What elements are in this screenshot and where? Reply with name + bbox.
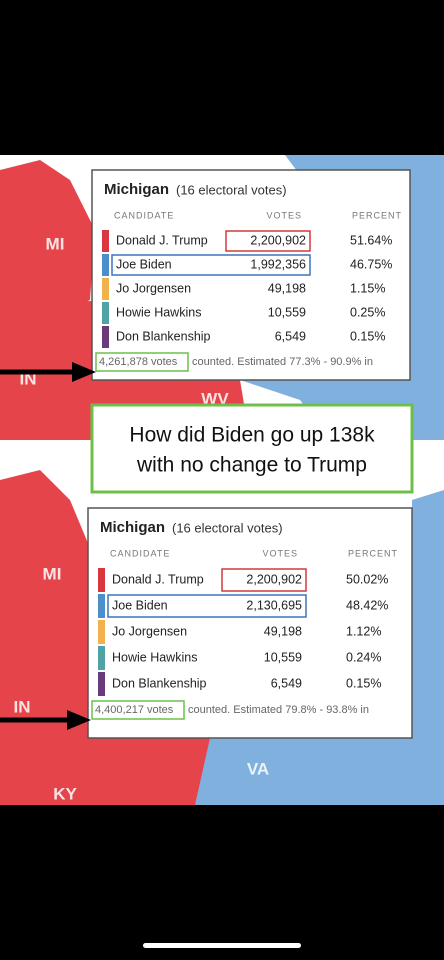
caption-box [90,403,414,494]
votes: 2,200,902 [246,572,302,586]
results-table: Michigan (16 electoral votes) CANDIDATE VOT… [87,507,413,739]
map-label: MI [43,564,62,583]
caption: with no change to Trump [136,454,367,477]
percent: 1.12% [346,624,381,638]
map-top [0,155,444,440]
candidate-name: Howie Hawkins [112,650,197,664]
percent: 46.75% [350,257,392,271]
highlight [111,254,311,276]
votes: 2,200,902 [250,233,306,247]
map-region [0,160,95,320]
column-header: PERCENT [348,548,398,558]
candidate-color [102,302,109,324]
candidate-color [102,254,109,276]
total-votes: 4,400,217 votes [95,704,174,716]
results-table: Michigan (16 electoral votes) CANDIDATE VOT… [91,169,411,381]
candidate-name: Donald J. Trump [112,572,204,586]
candidate-name: Don Blankenship [112,676,207,690]
votes: 1,992,356 [250,257,306,271]
map-region [100,738,210,805]
votes: 2,130,695 [246,598,302,612]
map-label: MI [46,234,65,253]
votes: 6,549 [271,676,302,690]
percent: 0.24% [346,650,381,664]
percent: 1.15% [350,281,385,295]
candidate-color [98,568,105,592]
map-label: KY [53,784,77,803]
state-title: Michigan [100,519,165,536]
votes: 49,198 [264,624,302,638]
highlight [91,700,185,720]
column-header: VOTES [266,210,302,220]
column-header: PERCENT [352,210,402,220]
candidate-color [98,594,105,618]
percent: 0.25% [350,305,385,319]
table-box [87,507,413,739]
column-header: VOTES [262,548,298,558]
candidate-color [102,230,109,252]
highlight [221,568,307,592]
percent: 0.15% [346,676,381,690]
map-region [412,490,444,738]
map-region [195,738,444,805]
votes: 49,198 [268,281,306,295]
state-title: Michigan [104,181,169,198]
caption: How did Biden go up 138k [129,424,375,447]
candidate-color [102,278,109,300]
map-label: IN [14,697,31,716]
candidate-color [102,326,109,348]
percent: 48.42% [346,598,388,612]
footer: counted. Estimated 77.3% - 90.9% in [192,356,373,368]
votes: 10,559 [264,650,302,664]
subtitle: (16 electoral votes) [176,182,287,197]
percent: 0.15% [350,329,385,343]
map-label: VA [247,759,269,778]
highlight [225,230,311,252]
candidate-color [98,646,105,670]
votes: 10,559 [268,305,306,319]
candidate-name: Jo Jorgensen [112,624,187,638]
subtitle: (16 electoral votes) [172,520,283,535]
arrows [0,362,96,730]
candidate-name: Howie Hawkins [116,305,201,319]
highlight [107,594,307,618]
percent: 51.64% [350,233,392,247]
votes: 6,549 [275,329,306,343]
candidate-name: Donald J. Trump [116,233,208,247]
highlight [95,352,189,372]
footer: counted. Estimated 79.8% - 93.8% in [188,704,369,716]
candidate-name: Jo Jorgensen [116,281,191,295]
candidate-color [98,620,105,644]
map-region [240,155,444,440]
column-header: CANDIDATE [114,210,174,220]
candidate-name: Don Blankenship [116,329,211,343]
column-header: CANDIDATE [110,548,170,558]
percent: 50.02% [346,572,388,586]
total-votes: 4,261,878 votes [99,356,178,368]
panels: Michigan (16 electoral votes) CANDIDATE VOT… [87,169,413,739]
home-indicator [143,943,301,948]
map-region [0,470,95,650]
candidate-color [98,672,105,696]
candidate-name: Joe Biden [116,257,172,271]
candidate-name: Joe Biden [112,598,168,612]
